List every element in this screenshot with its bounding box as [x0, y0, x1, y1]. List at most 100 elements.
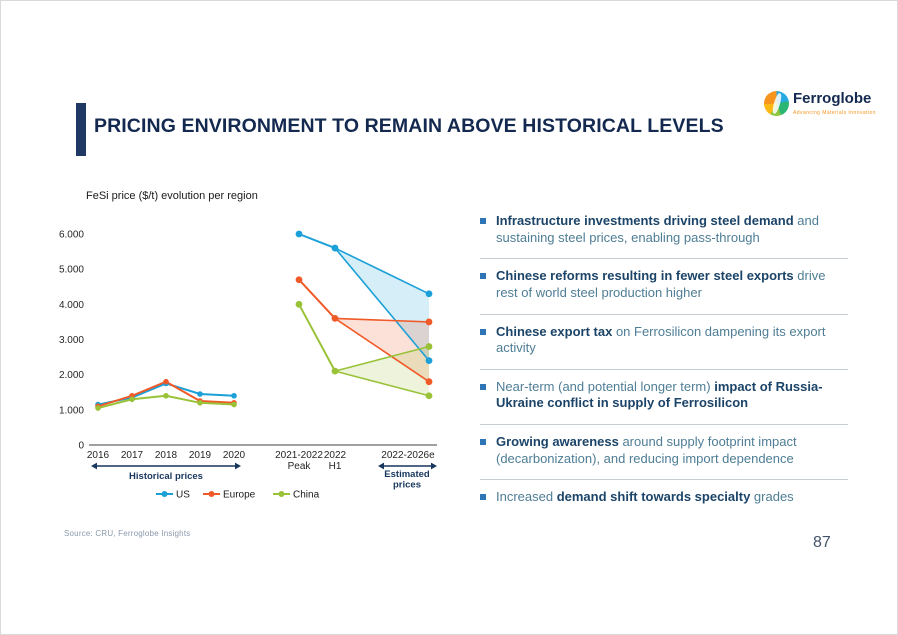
china-data-point [95, 405, 101, 411]
y-axis-tick-label: 1.000 [59, 405, 84, 416]
legend-label-europe: Europe [223, 490, 256, 501]
estimated-prices-label: prices [393, 480, 421, 491]
bullet-text-bold: Chinese export tax [496, 323, 613, 339]
x-axis-label: 2017 [121, 450, 144, 461]
bullet-text-bold: demand shift towards specialty [556, 489, 751, 505]
y-axis-tick-label: 5.000 [59, 265, 84, 276]
x-axis-label: H1 [329, 461, 342, 472]
china-data-point [197, 400, 203, 406]
legend-label-china: China [293, 490, 320, 501]
us-data-point [295, 230, 303, 238]
x-axis-label: 2022-2026e [381, 450, 435, 461]
bullet-list: Infrastructure investments driving steel… [480, 204, 848, 518]
bullet-square-icon [480, 494, 486, 501]
chart-title: FeSi price ($/t) evolution per region [86, 190, 258, 202]
china-forecast-high-line [334, 345, 430, 372]
europe-peak-to-h1-line [298, 279, 336, 320]
legend-label-us: US [176, 490, 190, 501]
us-forecast-high-line [334, 247, 430, 295]
page-number: 87 [813, 534, 831, 551]
bullet-text: Growing awareness around supply footprin… [496, 434, 848, 467]
x-axis-label: Peak [288, 461, 312, 472]
bullet-text: Chinese export tax on Ferrosilicon dampe… [496, 324, 848, 357]
bullet-square-icon [480, 273, 486, 280]
source-note: Source: CRU, Ferroglobe Insights [64, 529, 191, 538]
title-accent-bar [76, 103, 86, 156]
bullet-text-regular: on Ferrosilicon dampening its export act… [496, 323, 826, 356]
y-axis-tick-label: 2.000 [59, 370, 84, 381]
logo-brand: Ferroglobe [793, 90, 872, 107]
y-axis-tick-label: 4.000 [59, 300, 84, 311]
bullet-text-regular: Near-term (and potential longer term) [496, 378, 715, 394]
bullet-text-regular: grades [750, 489, 794, 505]
china-forecast-low-line [334, 370, 430, 397]
europe-data-point [425, 378, 433, 386]
bullet-item: Chinese reforms resulting in fewer steel… [480, 259, 848, 315]
bullet-text-bold: Chinese reforms resulting in fewer steel… [496, 268, 794, 284]
historical-range-arrow-left-arrowhead [91, 462, 97, 470]
historical-range-arrow-right-arrowhead [235, 462, 241, 470]
europe-forecast-high-line [334, 317, 430, 323]
bullet-text: Infrastructure investments driving steel… [496, 213, 848, 246]
x-axis-label: 2018 [155, 450, 178, 461]
china-data-point [331, 367, 339, 375]
globe-icon [764, 91, 789, 116]
china-data-point [425, 343, 433, 350]
bullet-text: Increased demand shift towards specialty… [496, 489, 794, 506]
x-axis-label: 2019 [189, 450, 212, 461]
us-data-point [331, 244, 339, 252]
china-data-point [231, 401, 237, 408]
bullet-text-bold: impact of Russia-Ukraine conflict in sup… [496, 378, 823, 411]
x-axis-label: 2016 [87, 450, 110, 461]
x-axis-label: 2021-2022 [275, 450, 323, 461]
us-data-point [231, 392, 237, 399]
x-axis-label: 2022 [324, 450, 347, 461]
us-data-point [425, 290, 433, 298]
logo-tagline: Advancing Materials Innovation [793, 109, 876, 116]
china-data-point [295, 300, 303, 308]
us-data-point [197, 391, 203, 397]
bullet-item: Growing awareness around supply footprin… [480, 425, 848, 481]
china-data-point [425, 392, 433, 400]
bullet-text-bold: Growing awareness [496, 434, 619, 449]
europe-data-point [163, 378, 169, 385]
bullet-text: Chinese reforms resulting in fewer steel… [496, 268, 848, 301]
legend-marker-china [278, 491, 285, 497]
estimated-prices-label: Estimated [384, 469, 430, 480]
bullet-item: Infrastructure investments driving steel… [480, 204, 848, 260]
europe-forecast-low-line [334, 317, 430, 383]
y-axis-tick-label: 6.000 [59, 230, 84, 241]
bullet-text-bold: Infrastructure investments driving steel… [496, 213, 794, 228]
bullet-item: Increased demand shift towards specialty… [480, 480, 848, 518]
us-peak-to-h1-line [298, 233, 336, 249]
y-axis-tick-label: 0 [78, 441, 84, 452]
estimated-range-arrow-left-arrowhead [378, 462, 384, 470]
bullet-item: Near-term (and potential longer term) im… [480, 370, 848, 425]
legend-marker-europe [208, 491, 215, 497]
x-axis-label: 2020 [223, 450, 246, 461]
page-title: PRICING ENVIRONMENT TO REMAIN ABOVE HIST… [94, 115, 724, 137]
bullet-square-icon [480, 383, 486, 390]
china-data-point [129, 396, 135, 403]
bullet-text-regular: around supply footprint impact (decarbon… [496, 434, 797, 466]
china-peak-to-h1-line [298, 303, 336, 372]
bullet-text-regular: and sustaining steel prices, enabling pa… [496, 213, 819, 245]
logo-text-block: Ferroglobe Advancing Materials Innovatio… [793, 90, 876, 116]
bullet-square-icon [480, 218, 486, 224]
us-data-point [425, 357, 433, 364]
bullet-square-icon [480, 439, 486, 445]
europe-data-point [331, 315, 339, 322]
bullet-text-regular: Increased [496, 489, 557, 505]
china-data-point [163, 392, 169, 399]
y-axis-tick-label: 3.000 [59, 335, 84, 346]
ferroglobe-logo: Ferroglobe Advancing Materials Innovatio… [764, 90, 876, 116]
historical-prices-label: Historical prices [129, 471, 203, 482]
bullet-text-regular: drive rest of world steel production hig… [496, 268, 826, 300]
us-forecast-low-line [334, 247, 430, 362]
bullet-square-icon [480, 328, 486, 335]
bullet-item: Chinese export tax on Ferrosilicon dampe… [480, 315, 848, 370]
bullet-text: Near-term (and potential longer term) im… [496, 379, 848, 412]
estimated-range-arrow-right-arrowhead [431, 462, 437, 470]
